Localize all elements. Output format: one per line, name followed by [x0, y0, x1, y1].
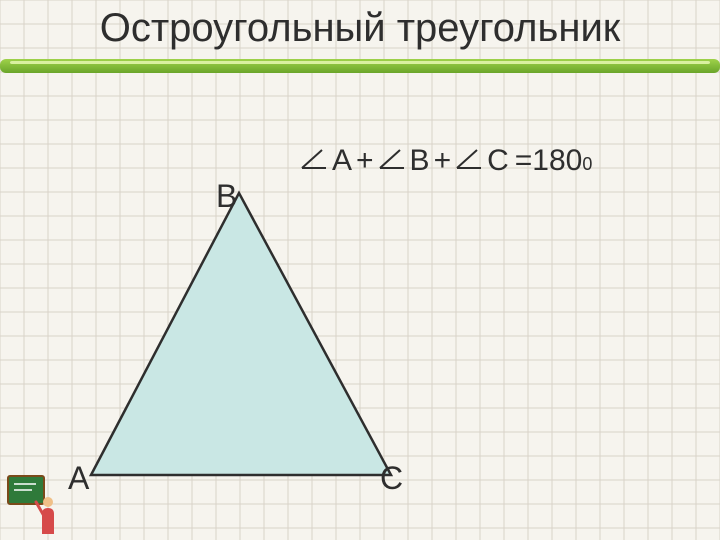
- vertex-label-a: A: [68, 460, 89, 497]
- angle-icon: [300, 144, 328, 178]
- formula-sup: 0: [582, 154, 592, 175]
- vertex-label-c: C: [380, 460, 403, 497]
- formula-b: B: [410, 144, 430, 178]
- title-text: Остроугольный треугольник: [100, 6, 621, 50]
- angle-icon: [455, 144, 483, 178]
- triangle: [75, 185, 405, 485]
- formula-c: C: [487, 144, 509, 178]
- angle-icon: [378, 144, 406, 178]
- angle-sum-formula: A + B + C =1800: [300, 144, 592, 178]
- formula-eq: =180: [515, 144, 583, 178]
- green-bar: [0, 56, 720, 76]
- formula-plus1: +: [356, 144, 374, 178]
- formula-a: A: [332, 144, 352, 178]
- teacher-board-icon: [6, 472, 60, 534]
- slide: Остроугольный треугольник A + B +: [0, 0, 720, 540]
- vertex-label-b: B: [216, 178, 237, 215]
- page-title: Остроугольный треугольник: [0, 6, 720, 51]
- formula-plus2: +: [434, 144, 452, 178]
